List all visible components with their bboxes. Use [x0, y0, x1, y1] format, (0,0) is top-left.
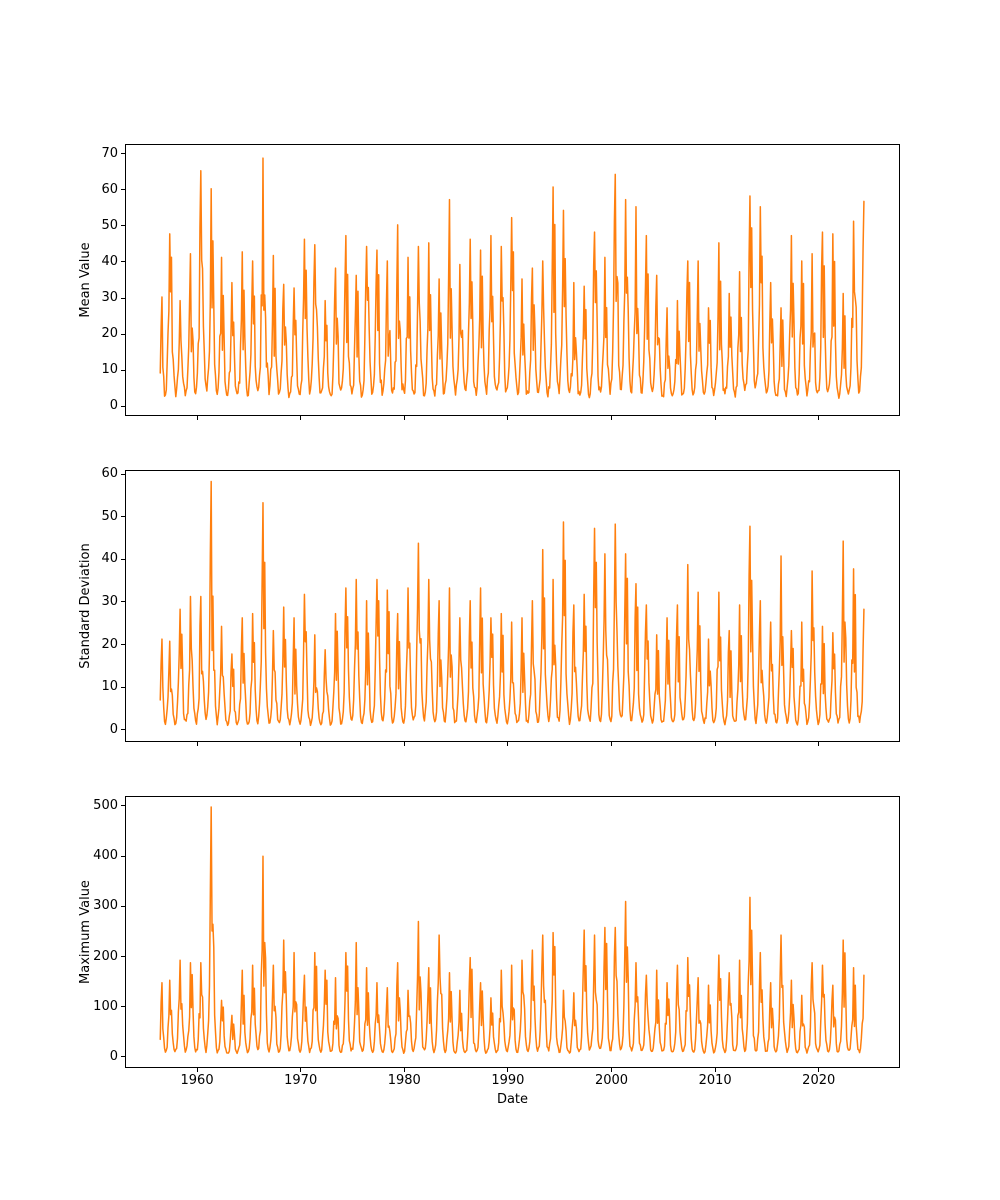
data-line	[159, 480, 865, 727]
y-tick-label: 20	[101, 326, 118, 342]
x-tick-mark	[611, 742, 612, 747]
y-tick-mark	[121, 473, 125, 475]
x-tick-mark	[611, 1068, 612, 1073]
x-tick-mark	[300, 416, 302, 420]
x-tick-mark	[403, 416, 405, 420]
x-tick-label: 1960	[180, 1073, 214, 1089]
x-tick-mark	[196, 416, 198, 420]
y-tick-label: 10	[101, 679, 118, 695]
y-tick-mark	[121, 261, 125, 263]
plot-area-mean-value: 0 10 20 30 40 50 60 70	[101, 144, 900, 420]
y-tick-mark	[121, 601, 125, 603]
y-tick-label: 50	[101, 508, 118, 524]
y-tick-mark	[121, 1056, 125, 1058]
y-tick-mark	[121, 855, 125, 857]
x-tick-mark	[196, 1068, 198, 1073]
y-tick-mark	[121, 956, 125, 958]
y-tick-mark	[121, 153, 125, 155]
y-tick-mark	[121, 1006, 125, 1008]
y-tick-label: 60	[101, 466, 118, 482]
y-tick-label: 200	[93, 948, 118, 964]
y-tick-mark	[121, 805, 125, 807]
x-tick-mark	[818, 742, 820, 747]
plot-area-maximum-value: 0 100 200 300 400 500 1960 1970 1980 1990 2000 2010…	[93, 796, 900, 1088]
x-tick-mark	[507, 742, 509, 747]
y-tick-label: 0	[109, 1048, 118, 1064]
y-tick-mark	[121, 369, 125, 371]
x-tick-label: 1970	[284, 1073, 318, 1089]
x-tick-mark	[507, 416, 509, 420]
y-tick-label: 0	[109, 721, 118, 737]
line-chart-mean-value	[159, 157, 865, 399]
line-chart-maximum-value	[159, 806, 865, 1055]
x-tick-label: 1980	[387, 1073, 421, 1089]
y-tick-label: 0	[109, 398, 118, 414]
x-tick-mark	[403, 742, 405, 747]
y-tick-label: 100	[93, 998, 118, 1014]
y-tick-mark	[121, 905, 125, 907]
x-tick-label: 2020	[802, 1073, 836, 1089]
y-tick-mark	[121, 297, 125, 299]
data-line	[159, 806, 865, 1055]
x-tick-mark	[818, 1068, 820, 1073]
line-chart-standard-deviation	[159, 480, 865, 727]
data-line	[159, 157, 865, 399]
y-tick-label: 30	[101, 593, 118, 609]
x-tick-label: 2000	[594, 1073, 629, 1089]
x-tick-label: 2010	[698, 1073, 732, 1089]
x-tick-mark	[196, 742, 198, 747]
y-tick-label: 10	[101, 362, 118, 378]
y-tick-mark	[121, 686, 125, 688]
y-tick-label: 60	[101, 181, 118, 197]
x-tick-mark	[714, 416, 716, 420]
y-tick-mark	[121, 333, 125, 335]
y-axis-label-maximum-value: Maximum Value	[78, 880, 94, 985]
y-tick-label: 500	[93, 797, 118, 813]
x-tick-mark	[300, 1068, 302, 1073]
y-tick-mark	[121, 189, 125, 191]
y-tick-label: 40	[101, 253, 118, 269]
x-tick-mark	[403, 1068, 405, 1073]
plot-area-standard-deviation: 0 10 20 30 40 50 60	[101, 466, 900, 747]
y-tick-label: 20	[101, 636, 118, 652]
y-tick-mark	[121, 644, 125, 646]
y-tick-label: 400	[93, 848, 118, 864]
x-tick-mark	[300, 742, 302, 747]
y-tick-mark	[121, 516, 125, 518]
y-tick-label: 40	[101, 551, 118, 567]
x-tick-mark	[818, 416, 820, 420]
x-tick-mark	[714, 1068, 716, 1073]
x-tick-label: 1990	[491, 1073, 525, 1089]
y-tick-mark	[121, 225, 125, 227]
x-axis-label: Date	[496, 1092, 529, 1107]
x-tick-mark	[611, 416, 612, 420]
y-tick-mark	[121, 558, 125, 560]
y-tick-label: 30	[101, 290, 118, 306]
x-tick-mark	[714, 742, 716, 747]
y-tick-label: 70	[101, 145, 118, 161]
y-tick-mark	[121, 405, 125, 407]
x-tick-mark	[507, 1068, 509, 1073]
y-tick-label: 50	[101, 217, 118, 233]
y-tick-label: 300	[93, 898, 118, 914]
y-tick-mark	[121, 729, 125, 731]
